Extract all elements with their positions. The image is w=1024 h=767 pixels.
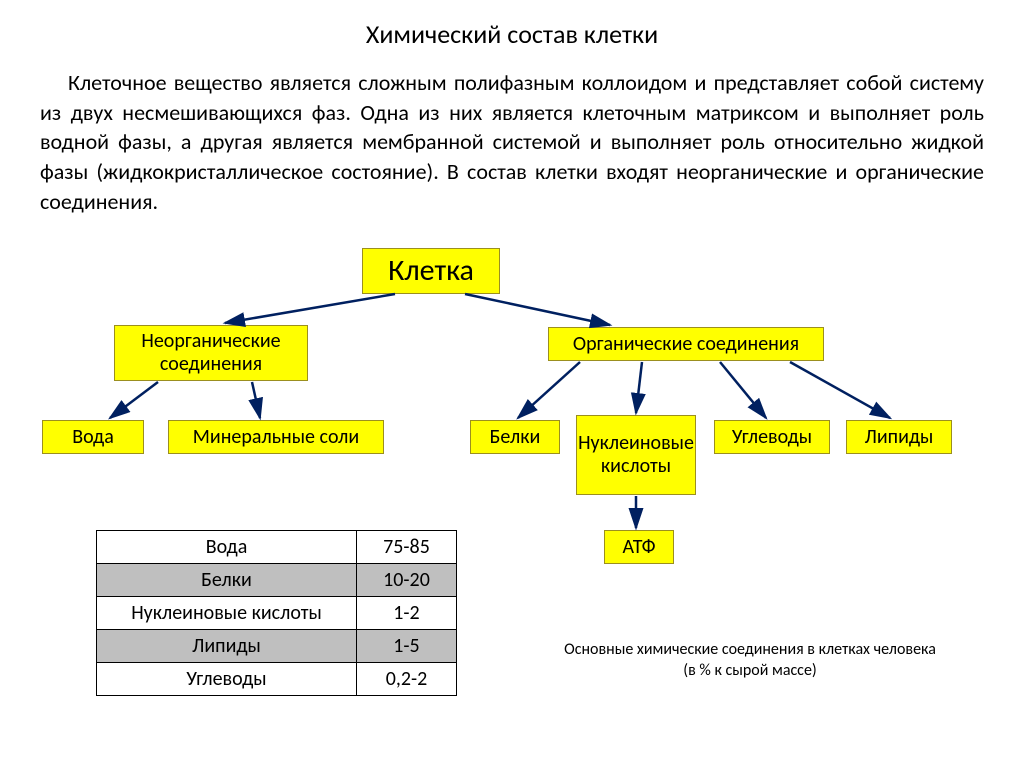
composition-table: Вода 75-85 Белки 10-20 Нуклеиновые кисло… [96,530,457,696]
intro-paragraph: Клеточное вещество является сложным поли… [0,50,1024,216]
table-cell-value: 1-2 [357,597,457,630]
table-cell-value: 75-85 [357,531,457,564]
table-row: Вода 75-85 [97,531,457,564]
table-cell-label: Нуклеиновые кислоты [97,597,357,630]
table-row: Нуклеиновые кислоты 1-2 [97,597,457,630]
node-organic: Органические соединения [548,327,824,361]
table-caption: Основные химические соединения в клетках… [540,640,960,682]
node-nucleic: Нуклеиновые кислоты [576,415,696,495]
intro-text: Клеточное вещество является сложным поли… [40,69,984,215]
table-cell-value: 1-5 [357,630,457,663]
table-cell-label: Липиды [97,630,357,663]
node-lipids: Липиды [846,420,952,454]
table-row: Липиды 1-5 [97,630,457,663]
node-inorganic: Неорганические соединения [114,325,308,381]
caption-line1: Основные химические соединения в клетках… [564,640,936,659]
node-root: Клетка [362,248,500,294]
table-cell-label: Углеводы [97,663,357,696]
table-row: Углеводы 0,2-2 [97,663,457,696]
page-title: Химический состав клетки [0,0,1024,50]
node-minerals: Минеральные соли [168,420,384,454]
node-atp: АТФ [604,530,674,564]
table-cell-value: 0,2-2 [357,663,457,696]
caption-line2: (в % к сырой массе) [683,661,817,680]
table-cell-value: 10-20 [357,564,457,597]
node-proteins: Белки [470,420,560,454]
node-water: Вода [42,420,144,454]
table-row: Белки 10-20 [97,564,457,597]
node-carbs: Углеводы [714,420,830,454]
table-cell-label: Белки [97,564,357,597]
table-cell-label: Вода [97,531,357,564]
